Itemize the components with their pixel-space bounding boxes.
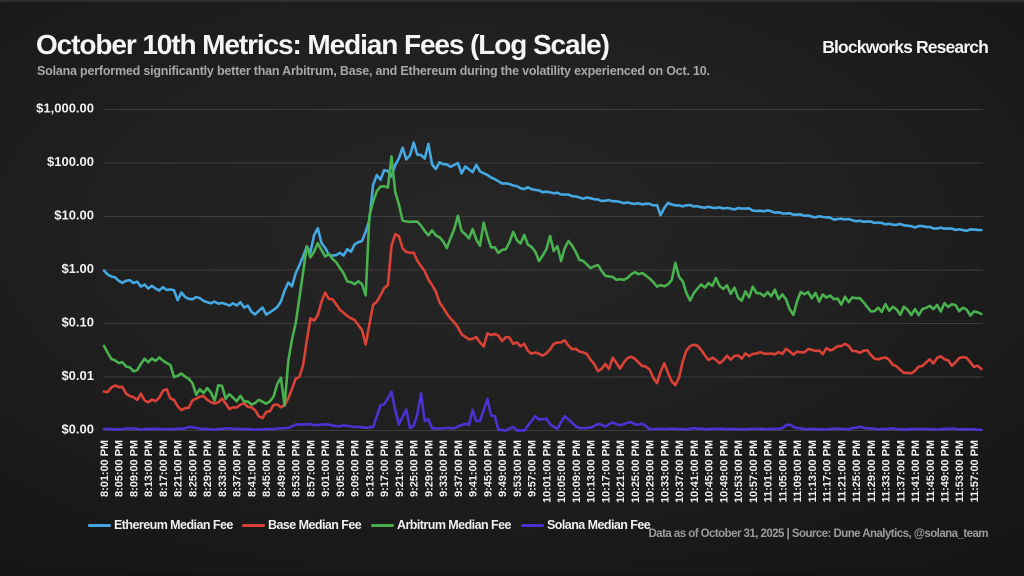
svg-text:10:25:00 PM: 10:25:00 PM [630, 440, 642, 503]
svg-text:$10.00: $10.00 [54, 208, 94, 223]
svg-text:11:25:00 PM: 11:25:00 PM [851, 440, 863, 502]
svg-text:8:17:00 PM: 8:17:00 PM [158, 440, 170, 497]
svg-text:10:41:00 PM: 10:41:00 PM [689, 440, 701, 503]
svg-text:8:37:00 PM: 8:37:00 PM [232, 440, 244, 497]
svg-text:10:17:00 PM: 10:17:00 PM [600, 440, 612, 503]
svg-text:8:49:00 PM: 8:49:00 PM [276, 440, 288, 497]
svg-text:8:57:00 PM: 8:57:00 PM [305, 440, 317, 497]
svg-text:9:57:00 PM: 9:57:00 PM [527, 440, 539, 497]
svg-text:8:09:00 PM: 8:09:00 PM [128, 440, 140, 497]
svg-text:9:41:00 PM: 9:41:00 PM [468, 440, 480, 497]
svg-text:9:05:00 PM: 9:05:00 PM [335, 440, 347, 497]
svg-text:8:13:00 PM: 8:13:00 PM [143, 440, 155, 497]
svg-text:11:29:00 PM: 11:29:00 PM [866, 440, 878, 502]
svg-text:8:21:00 PM: 8:21:00 PM [173, 440, 185, 497]
svg-text:11:37:00 PM: 11:37:00 PM [895, 440, 907, 502]
svg-text:10:49:00 PM: 10:49:00 PM [718, 440, 730, 503]
svg-text:$1,000.00: $1,000.00 [36, 101, 94, 116]
svg-text:9:45:00 PM: 9:45:00 PM [482, 440, 494, 497]
svg-text:$1.00: $1.00 [61, 261, 94, 276]
svg-text:8:25:00 PM: 8:25:00 PM [187, 440, 199, 497]
svg-text:9:33:00 PM: 9:33:00 PM [438, 440, 450, 497]
svg-text:11:17:00 PM: 11:17:00 PM [821, 440, 833, 502]
svg-text:8:29:00 PM: 8:29:00 PM [202, 440, 214, 497]
svg-text:10:29:00 PM: 10:29:00 PM [645, 440, 657, 503]
svg-text:$0.00: $0.00 [61, 422, 94, 437]
svg-text:9:17:00 PM: 9:17:00 PM [379, 440, 391, 497]
svg-text:9:21:00 PM: 9:21:00 PM [394, 440, 406, 497]
svg-text:11:01:00 PM: 11:01:00 PM [763, 440, 775, 502]
svg-text:11:57:00 PM: 11:57:00 PM [969, 440, 981, 502]
svg-text:10:33:00 PM: 10:33:00 PM [659, 440, 671, 503]
svg-text:9:37:00 PM: 9:37:00 PM [453, 440, 465, 497]
svg-text:9:49:00 PM: 9:49:00 PM [497, 440, 509, 497]
svg-text:9:13:00 PM: 9:13:00 PM [364, 440, 376, 497]
svg-text:10:57:00 PM: 10:57:00 PM [748, 440, 760, 503]
svg-text:9:53:00 PM: 9:53:00 PM [512, 440, 524, 497]
svg-text:11:53:00 PM: 11:53:00 PM [954, 440, 966, 502]
svg-text:10:05:00 PM: 10:05:00 PM [556, 440, 568, 503]
svg-text:10:13:00 PM: 10:13:00 PM [586, 440, 598, 503]
svg-text:10:01:00 PM: 10:01:00 PM [541, 440, 553, 503]
svg-text:10:45:00 PM: 10:45:00 PM [704, 440, 716, 503]
svg-text:9:25:00 PM: 9:25:00 PM [409, 440, 421, 497]
svg-text:11:09:00 PM: 11:09:00 PM [792, 440, 804, 502]
svg-text:9:01:00 PM: 9:01:00 PM [320, 440, 332, 497]
svg-text:9:29:00 PM: 9:29:00 PM [423, 440, 435, 497]
svg-text:8:53:00 PM: 8:53:00 PM [291, 440, 303, 497]
svg-text:11:33:00 PM: 11:33:00 PM [880, 440, 892, 502]
svg-text:11:49:00 PM: 11:49:00 PM [939, 440, 951, 502]
svg-text:$0.10: $0.10 [61, 315, 94, 330]
svg-text:8:01:00 PM: 8:01:00 PM [99, 440, 111, 497]
svg-text:10:37:00 PM: 10:37:00 PM [674, 440, 686, 503]
svg-text:$100.00: $100.00 [47, 154, 94, 169]
svg-text:8:41:00 PM: 8:41:00 PM [246, 440, 258, 497]
svg-text:$0.01: $0.01 [61, 368, 94, 383]
svg-text:11:45:00 PM: 11:45:00 PM [925, 440, 937, 502]
svg-text:8:05:00 PM: 8:05:00 PM [114, 440, 126, 497]
svg-text:11:05:00 PM: 11:05:00 PM [777, 440, 789, 502]
svg-text:10:21:00 PM: 10:21:00 PM [615, 440, 627, 503]
svg-text:9:09:00 PM: 9:09:00 PM [350, 440, 362, 497]
svg-text:8:33:00 PM: 8:33:00 PM [217, 440, 229, 497]
svg-text:11:13:00 PM: 11:13:00 PM [807, 440, 819, 502]
svg-text:11:41:00 PM: 11:41:00 PM [910, 440, 922, 502]
svg-text:10:53:00 PM: 10:53:00 PM [733, 440, 745, 503]
svg-text:8:45:00 PM: 8:45:00 PM [261, 440, 273, 497]
svg-text:11:21:00 PM: 11:21:00 PM [836, 440, 848, 502]
svg-text:10:09:00 PM: 10:09:00 PM [571, 440, 583, 503]
